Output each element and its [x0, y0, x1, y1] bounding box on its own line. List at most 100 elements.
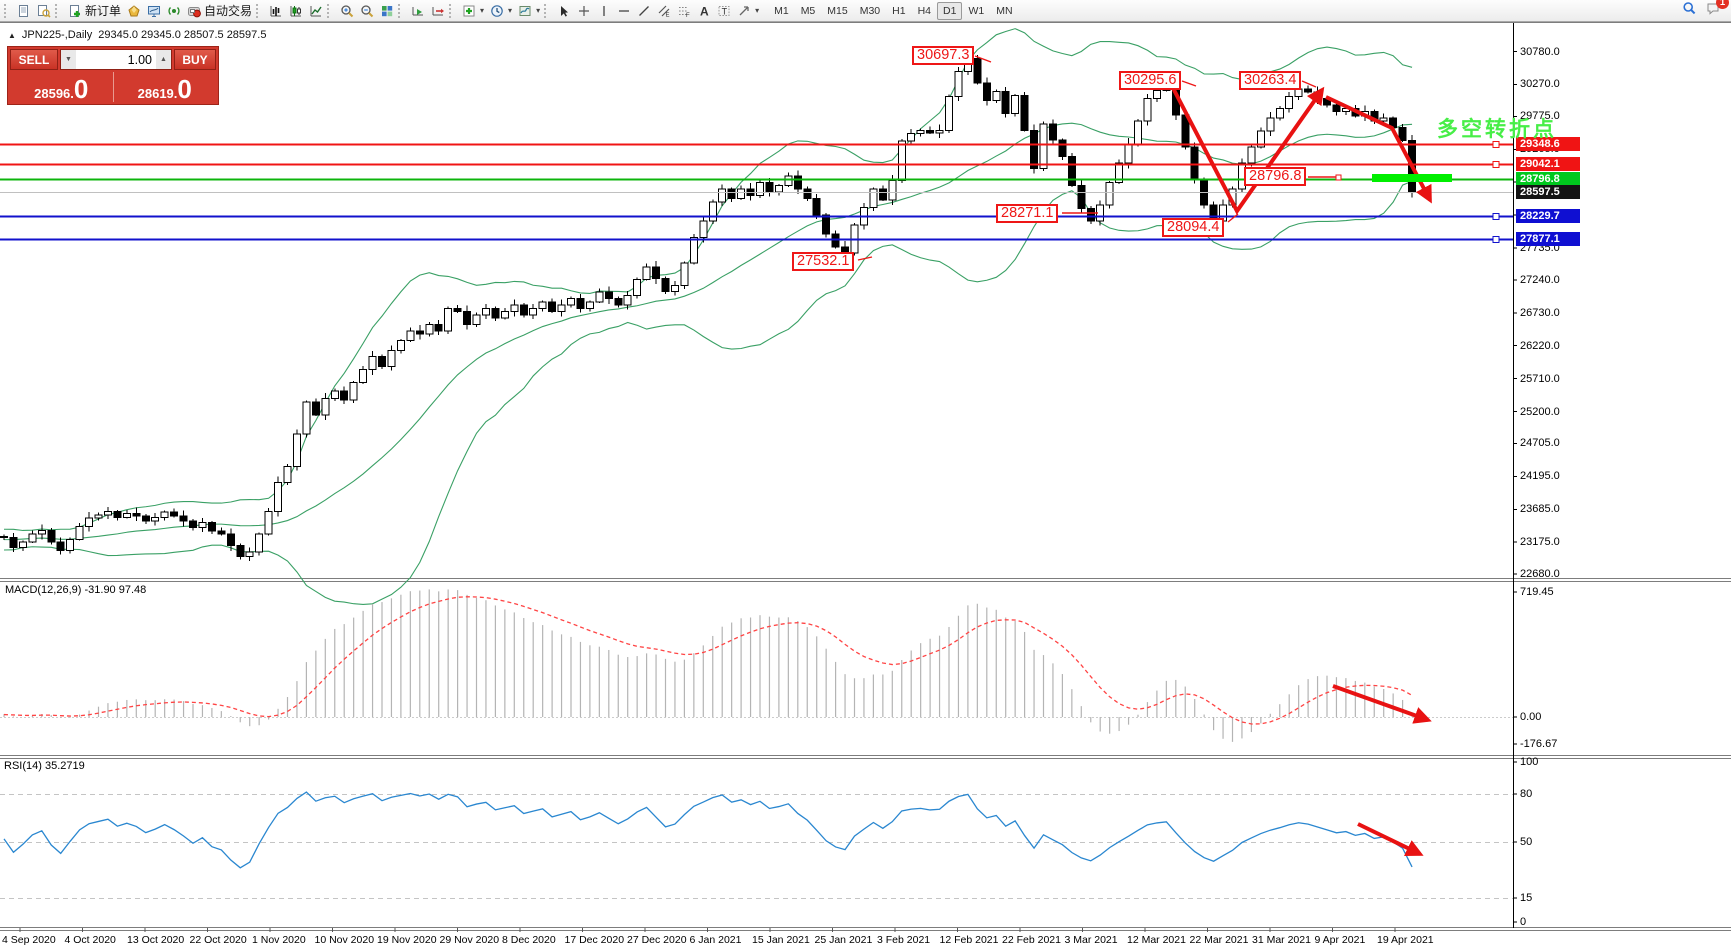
template-icon: [519, 5, 531, 16]
page-button[interactable]: [14, 1, 34, 20]
toolbar-grip: [544, 3, 551, 18]
trendline-button[interactable]: [634, 1, 654, 20]
price-line-label: 28229.7: [1516, 209, 1580, 224]
price-tick-label: 30270.0: [1520, 78, 1560, 91]
price-annotation[interactable]: 28271.1: [996, 204, 1059, 223]
dropdown-caret-icon[interactable]: ▾: [508, 6, 513, 15]
notifications-button[interactable]: 1: [1706, 0, 1729, 20]
autotrade-icon: [188, 6, 201, 17]
autoscroll-button[interactable]: [408, 1, 428, 20]
timeframe-m5-button[interactable]: M5: [800, 4, 816, 17]
chart-bars-button[interactable]: [266, 1, 286, 20]
volume-increase-button[interactable]: ▲: [156, 50, 171, 69]
buy-price-big-digit: 0: [177, 74, 192, 104]
horizontal-lines-layer[interactable]: [0, 141, 1513, 243]
drawings-layer[interactable]: [857, 55, 1452, 856]
hline-handle: [1492, 161, 1500, 168]
buy-button[interactable]: BUY: [174, 49, 216, 70]
timeframe-m1-button[interactable]: M1: [774, 4, 789, 17]
search-icon: [1683, 2, 1696, 15]
zoom-out-button[interactable]: [357, 1, 377, 20]
gold-button[interactable]: [124, 1, 144, 20]
crosshair-button[interactable]: [574, 1, 594, 20]
toolbar-grip: [398, 3, 405, 18]
price-annotation[interactable]: 28796.8: [1244, 167, 1307, 186]
dropdown-caret-icon[interactable]: ▾: [536, 6, 541, 15]
dropdown-caret-icon[interactable]: ▾: [755, 6, 760, 15]
sell-price: 28596 . 0: [10, 72, 114, 102]
price-tick-label: 22680.0: [1520, 568, 1560, 581]
macd-layer: [0, 589, 1513, 742]
volume-input[interactable]: 1.00: [76, 50, 156, 69]
timeframe-h1-button[interactable]: H1: [892, 4, 906, 17]
signal-button[interactable]: [164, 1, 184, 20]
turning-point-note[interactable]: 多空转折点: [1437, 118, 1557, 141]
bollinger-middle-band: [3, 122, 1413, 541]
dropdown-caret-icon[interactable]: ▾: [480, 6, 485, 15]
vline-button[interactable]: [594, 1, 614, 20]
trend-arrow: [1357, 822, 1424, 856]
price-line-label: 28597.5: [1516, 185, 1580, 200]
toolbar-right-group: 1: [1682, 0, 1729, 20]
timeframe-mn-button[interactable]: MN: [996, 4, 1013, 17]
timeframe-h4-button[interactable]: H4: [917, 4, 932, 17]
price-annotation[interactable]: 27532.1: [792, 252, 855, 271]
zoom-in-button[interactable]: [337, 1, 357, 20]
price-line-label: 29348.6: [1516, 136, 1580, 151]
sell-button[interactable]: SELL: [10, 49, 58, 70]
text-a-button[interactable]: A: [694, 1, 714, 20]
search-button[interactable]: [1682, 1, 1696, 20]
collapse-triangle-icon[interactable]: ▲: [8, 30, 16, 40]
signal-icon: [168, 6, 180, 15]
price-annotation[interactable]: 28094.4: [1162, 218, 1225, 237]
chart-shift-button[interactable]: [428, 1, 448, 20]
price-annotation[interactable]: 30697.3: [912, 46, 975, 65]
indicators-button[interactable]: ▾: [459, 1, 487, 20]
indicators-icon: [463, 5, 475, 16]
monitor-button[interactable]: [144, 1, 164, 20]
price-tick-label: 30780.0: [1520, 45, 1560, 58]
macd-label: MACD(12,26,9) -31.90 97.48: [5, 584, 147, 596]
volume-decrease-button[interactable]: ▼: [61, 50, 76, 69]
tiles-button[interactable]: [377, 1, 397, 20]
date-label: 4 Sep 2020: [2, 934, 56, 946]
zoom-in-icon: [341, 4, 354, 17]
price-annotation[interactable]: 30263.4: [1239, 71, 1302, 90]
template-button[interactable]: ▾: [515, 1, 543, 20]
date-label: 4 Oct 2020: [64, 934, 116, 946]
trend-arrow: [1171, 86, 1325, 215]
autotrade-button[interactable]: 自动交易: [184, 1, 255, 20]
timeframe-d1-button[interactable]: D1: [937, 1, 963, 20]
date-label: 3 Feb 2021: [877, 934, 931, 946]
chart-candles-icon: [290, 5, 302, 16]
page-search-button[interactable]: [34, 1, 54, 20]
price-tick-label: 23175.0: [1520, 536, 1560, 549]
macd-axis-label: 719.45: [1520, 586, 1554, 598]
rsi-axis-label: 100: [1520, 756, 1539, 768]
date-label: 19 Nov 2020: [377, 934, 437, 946]
chart-shift-icon: [432, 6, 445, 15]
rsi-axis-label: 50: [1520, 836, 1533, 848]
shapes-button[interactable]: ▾: [734, 1, 762, 20]
timeframe-m15-button[interactable]: M15: [827, 4, 848, 17]
fibonacci-button[interactable]: F: [674, 1, 694, 20]
label-t-button[interactable]: T: [714, 1, 734, 20]
timeframe-w1-button[interactable]: W1: [968, 4, 985, 17]
page-search-icon: [38, 4, 51, 18]
rsi-axis-label: 80: [1520, 788, 1533, 800]
svg-text:F: F: [686, 13, 690, 18]
hline-button[interactable]: [614, 1, 634, 20]
timeframe-m30-button[interactable]: M30: [859, 4, 881, 17]
clock-button[interactable]: ▾: [487, 1, 515, 20]
macd-signal-value: 97.48: [118, 584, 147, 596]
price-annotation[interactable]: 30295.6: [1119, 71, 1182, 90]
cursor-button[interactable]: [554, 1, 574, 20]
price-line-label: 28796.8: [1516, 172, 1580, 187]
rsi-value: 35.2719: [44, 760, 85, 772]
new-order-button[interactable]: 新订单: [65, 1, 124, 20]
chart-line-button[interactable]: [306, 1, 326, 20]
chart-candles-button[interactable]: [286, 1, 306, 20]
new-order-icon: [70, 4, 80, 17]
text-a-icon: A: [700, 4, 709, 18]
channel-button[interactable]: E: [654, 1, 674, 20]
